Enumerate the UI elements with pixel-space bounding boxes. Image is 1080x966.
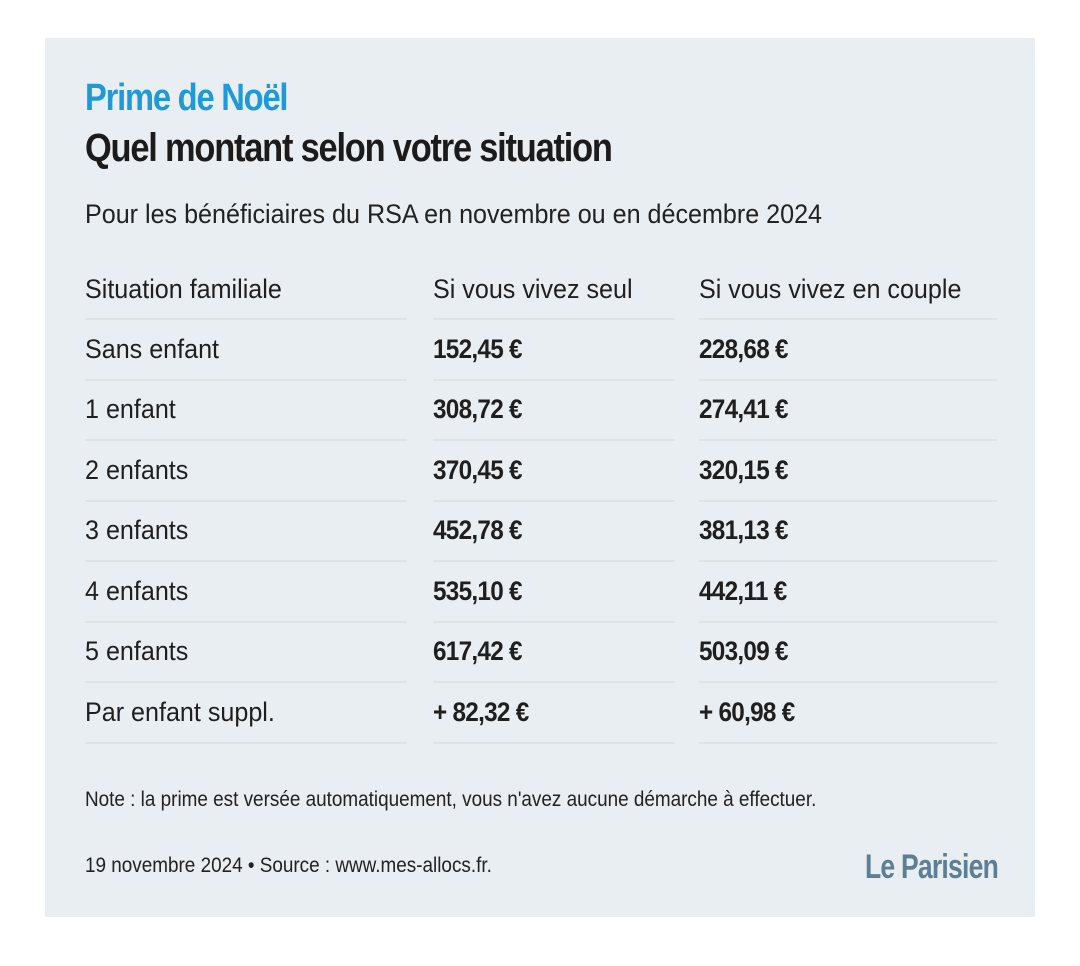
table-row: 3 enfants 452,78 € 381,13 € bbox=[85, 502, 997, 562]
situation-cell: Par enfant suppl. bbox=[85, 683, 407, 744]
table-row: 1 enfant 308,72 € 274,41 € bbox=[85, 381, 997, 441]
amount-single-cell: 535,10 € bbox=[433, 562, 675, 623]
table-row: 5 enfants 617,42 € 503,09 € bbox=[85, 623, 997, 683]
infographic-card: Prime de Noël Quel montant selon votre s… bbox=[45, 38, 1035, 917]
situation-cell: Sans enfant bbox=[85, 320, 407, 381]
amount-couple-cell: 228,68 € bbox=[699, 320, 997, 381]
kicker-title: Prime de Noël bbox=[85, 77, 289, 119]
amount-couple-cell: 274,41 € bbox=[699, 381, 997, 441]
le-parisien-logo: Le Parisien bbox=[865, 848, 999, 886]
amount-couple-cell: 503,09 € bbox=[699, 623, 997, 683]
amount-couple-cell: 381,13 € bbox=[699, 502, 997, 562]
amount-single-cell: 452,78 € bbox=[433, 502, 675, 562]
amounts-table: Situation familiale Si vous vivez seul S… bbox=[85, 260, 997, 744]
amount-couple-cell: + 60,98 € bbox=[699, 683, 997, 744]
subtitle: Pour les bénéficiaires du RSA en novembr… bbox=[85, 199, 823, 229]
amount-couple-cell: 320,15 € bbox=[699, 441, 997, 502]
svg-text:Le Parisien: Le Parisien bbox=[865, 848, 998, 886]
table-row: 4 enfants 535,10 € 442,11 € bbox=[85, 562, 997, 623]
note-text: Note : la prime est versée automatiqueme… bbox=[85, 788, 817, 811]
table-row: 2 enfants 370,45 € 320,15 € bbox=[85, 441, 997, 502]
source-line: 19 novembre 2024 • Source : www.mes-allo… bbox=[85, 854, 492, 877]
column-header: Si vous vivez en couple bbox=[699, 260, 997, 320]
amount-single-cell: 152,45 € bbox=[433, 320, 675, 381]
amount-single-cell: + 82,32 € bbox=[433, 683, 675, 744]
column-header: Situation familiale bbox=[85, 260, 407, 320]
situation-cell: 5 enfants bbox=[85, 623, 407, 683]
situation-cell: 1 enfant bbox=[85, 381, 407, 441]
situation-cell: 4 enfants bbox=[85, 562, 407, 623]
table-row: Sans enfant 152,45 € 228,68 € bbox=[85, 320, 997, 381]
column-header: Si vous vivez seul bbox=[433, 260, 675, 320]
amount-couple-cell: 442,11 € bbox=[699, 562, 997, 623]
situation-cell: 2 enfants bbox=[85, 441, 407, 502]
amount-single-cell: 617,42 € bbox=[433, 623, 675, 683]
table-row: Par enfant suppl. + 82,32 € + 60,98 € bbox=[85, 683, 997, 744]
table-header-row: Situation familiale Si vous vivez seul S… bbox=[85, 260, 997, 320]
amount-single-cell: 308,72 € bbox=[433, 381, 675, 441]
page-title: Quel montant selon votre situation bbox=[85, 126, 613, 170]
situation-cell: 3 enfants bbox=[85, 502, 407, 562]
amount-single-cell: 370,45 € bbox=[433, 441, 675, 502]
